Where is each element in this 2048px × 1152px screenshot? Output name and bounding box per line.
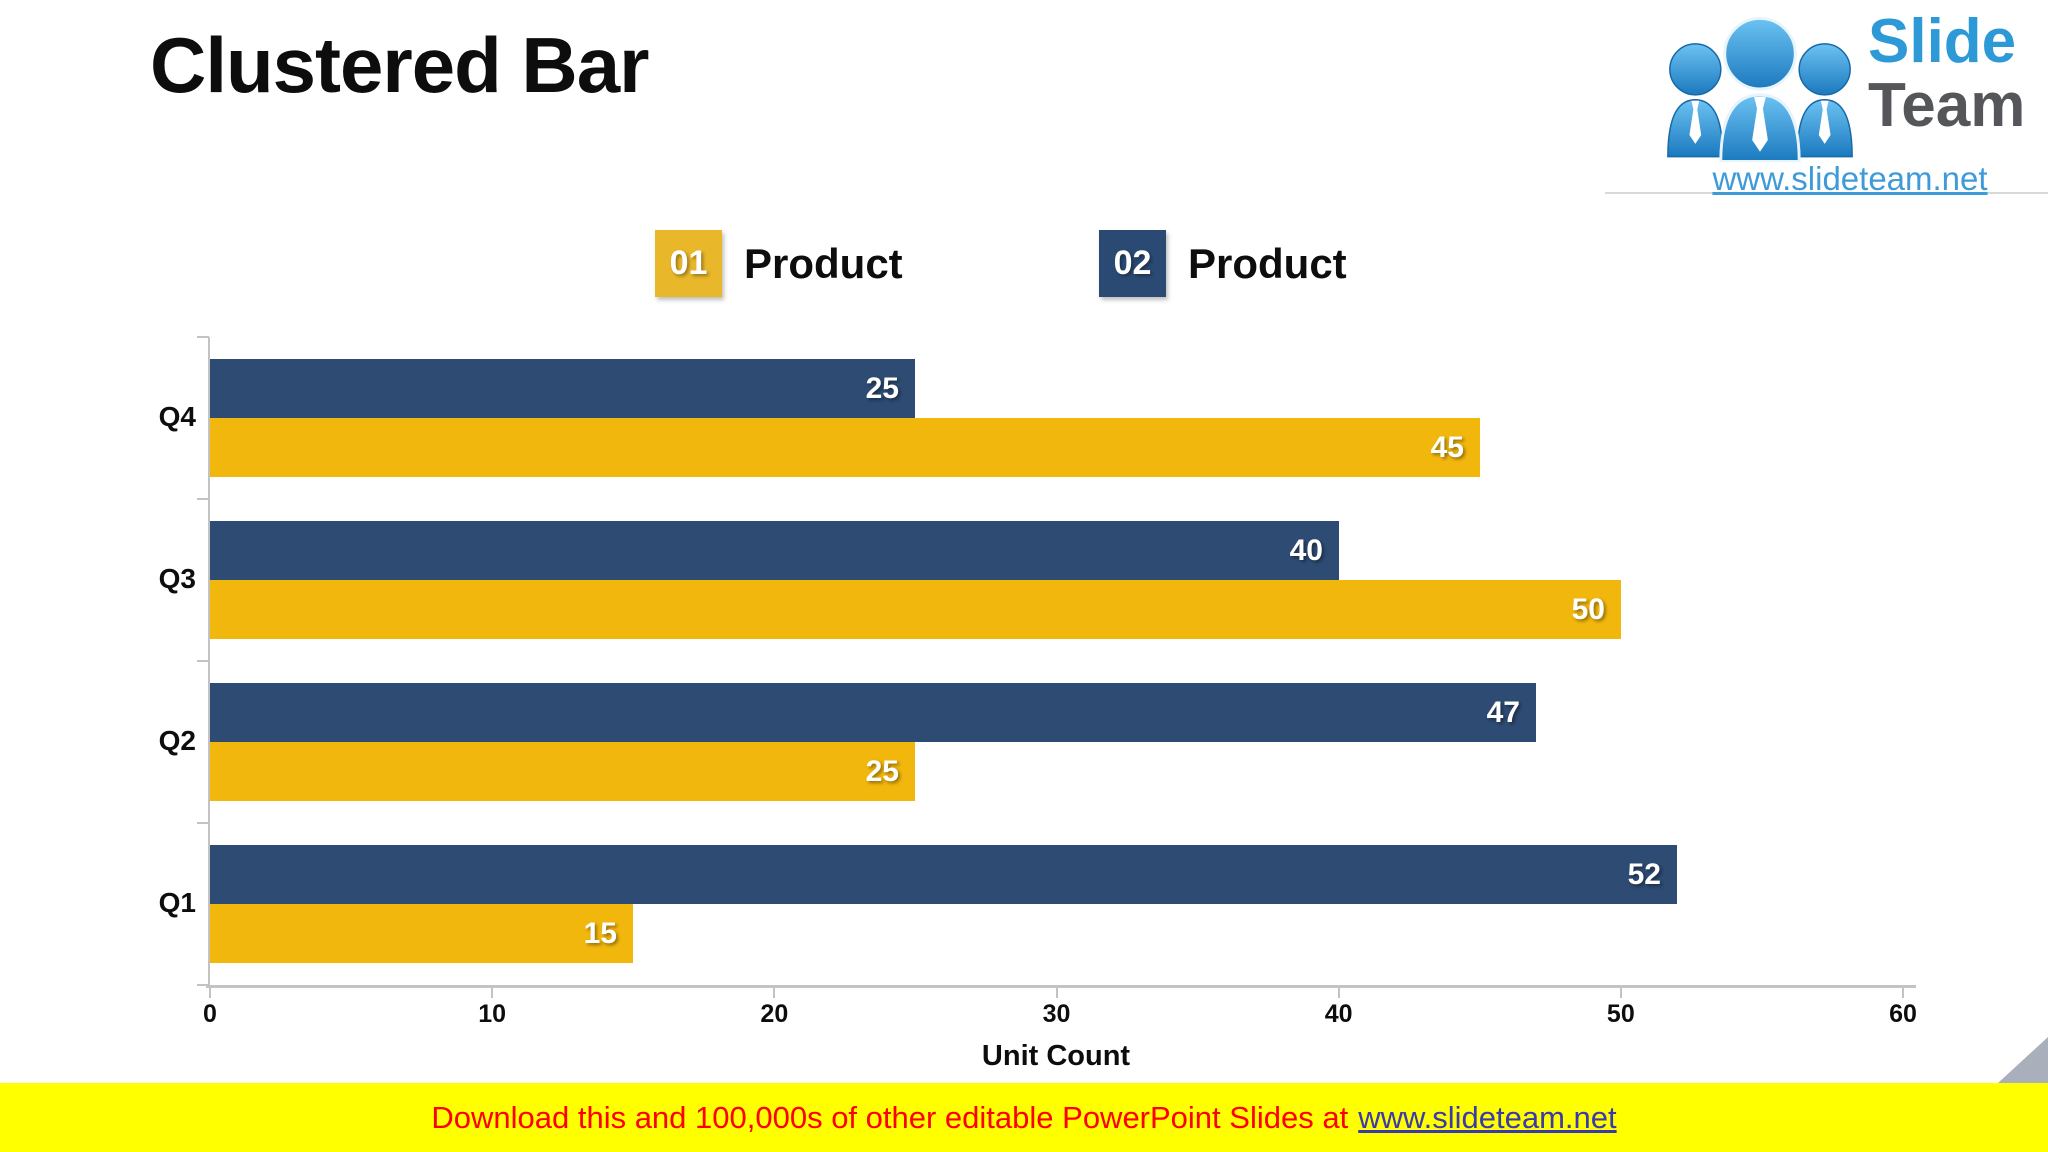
x-axis-title: Unit Count xyxy=(981,1040,1131,1072)
bar-Q1-series-02: 52 xyxy=(210,845,1677,904)
legend-item-product-01: 01 Product xyxy=(655,230,903,297)
promo-banner: Download this and 100,000s of other edit… xyxy=(0,1083,2048,1152)
logo-divider xyxy=(1605,192,2048,194)
bar-value-label: 25 xyxy=(865,754,899,788)
page-title: Clustered Bar xyxy=(150,21,649,109)
legend-swatch-01: 01 xyxy=(655,230,722,297)
bar-Q4-series-01: 45 xyxy=(210,418,1480,477)
y-axis-tick xyxy=(197,822,209,824)
bar-value-label: 45 xyxy=(1430,430,1464,464)
category-label-Q3: Q3 xyxy=(158,563,196,594)
x-axis-line xyxy=(206,985,1916,988)
logo-word-team: Team xyxy=(1868,71,2026,140)
bar-value-label: 40 xyxy=(1289,533,1323,567)
people-icon xyxy=(1667,16,1853,162)
category-label-Q2: Q2 xyxy=(158,725,196,756)
slideteam-logo: Slide Team www.slideteam.net xyxy=(1605,8,2048,208)
bar-Q4-series-02: 25 xyxy=(210,359,915,418)
y-axis-line xyxy=(208,337,210,987)
y-axis-tick xyxy=(197,984,209,986)
x-axis-tick xyxy=(773,988,776,998)
bar-Q1-series-01: 15 xyxy=(210,904,633,963)
bar-Q2-series-01: 25 xyxy=(210,742,915,801)
x-axis-tick xyxy=(209,988,211,998)
x-tick-label-40: 40 xyxy=(1324,1000,1353,1028)
y-axis-tick xyxy=(197,498,209,500)
x-tick-label-10: 10 xyxy=(478,1000,507,1028)
bar-Q3-series-01: 50 xyxy=(210,580,1621,639)
bar-Q3-series-02: 40 xyxy=(210,521,1339,580)
bar-Q2-series-02: 47 xyxy=(210,683,1536,742)
x-axis-tick xyxy=(1619,988,1622,998)
logo-word-slide: Slide xyxy=(1868,7,2017,76)
legend-label-01: Product xyxy=(744,239,903,287)
x-axis-tick xyxy=(1902,988,1904,998)
y-axis-tick xyxy=(197,336,209,338)
x-axis-tick xyxy=(491,988,494,998)
promo-banner-text: Download this and 100,000s of other edit… xyxy=(431,1099,1349,1135)
x-axis-tick xyxy=(1337,988,1340,998)
legend-label-02: Product xyxy=(1188,239,1347,287)
corner-accent-triangle xyxy=(1998,1037,2048,1083)
x-axis-tick xyxy=(1055,988,1058,998)
category-label-Q4: Q4 xyxy=(158,401,196,432)
legend-item-product-02: 02 Product xyxy=(1099,230,1347,297)
category-label-Q1: Q1 xyxy=(158,887,196,918)
y-axis-tick xyxy=(197,660,209,662)
bar-value-label: 25 xyxy=(865,371,899,405)
x-tick-label-30: 30 xyxy=(1042,1000,1071,1028)
x-tick-label-20: 20 xyxy=(760,1000,789,1028)
legend-swatch-02: 02 xyxy=(1099,230,1166,297)
bar-value-label: 52 xyxy=(1627,857,1661,891)
bar-value-label: 15 xyxy=(583,916,617,950)
x-tick-label-60: 60 xyxy=(1889,1000,1917,1028)
bar-value-label: 47 xyxy=(1486,695,1520,729)
x-tick-label-50: 50 xyxy=(1606,1000,1635,1028)
promo-banner-link[interactable]: www.slideteam.net xyxy=(1358,1099,1617,1135)
bar-value-label: 50 xyxy=(1571,592,1605,626)
logo-url-link[interactable]: www.slideteam.net xyxy=(1712,160,1988,197)
x-tick-label-0: 0 xyxy=(203,1000,217,1028)
logo-wordmark: Slide Team xyxy=(1868,10,2025,138)
